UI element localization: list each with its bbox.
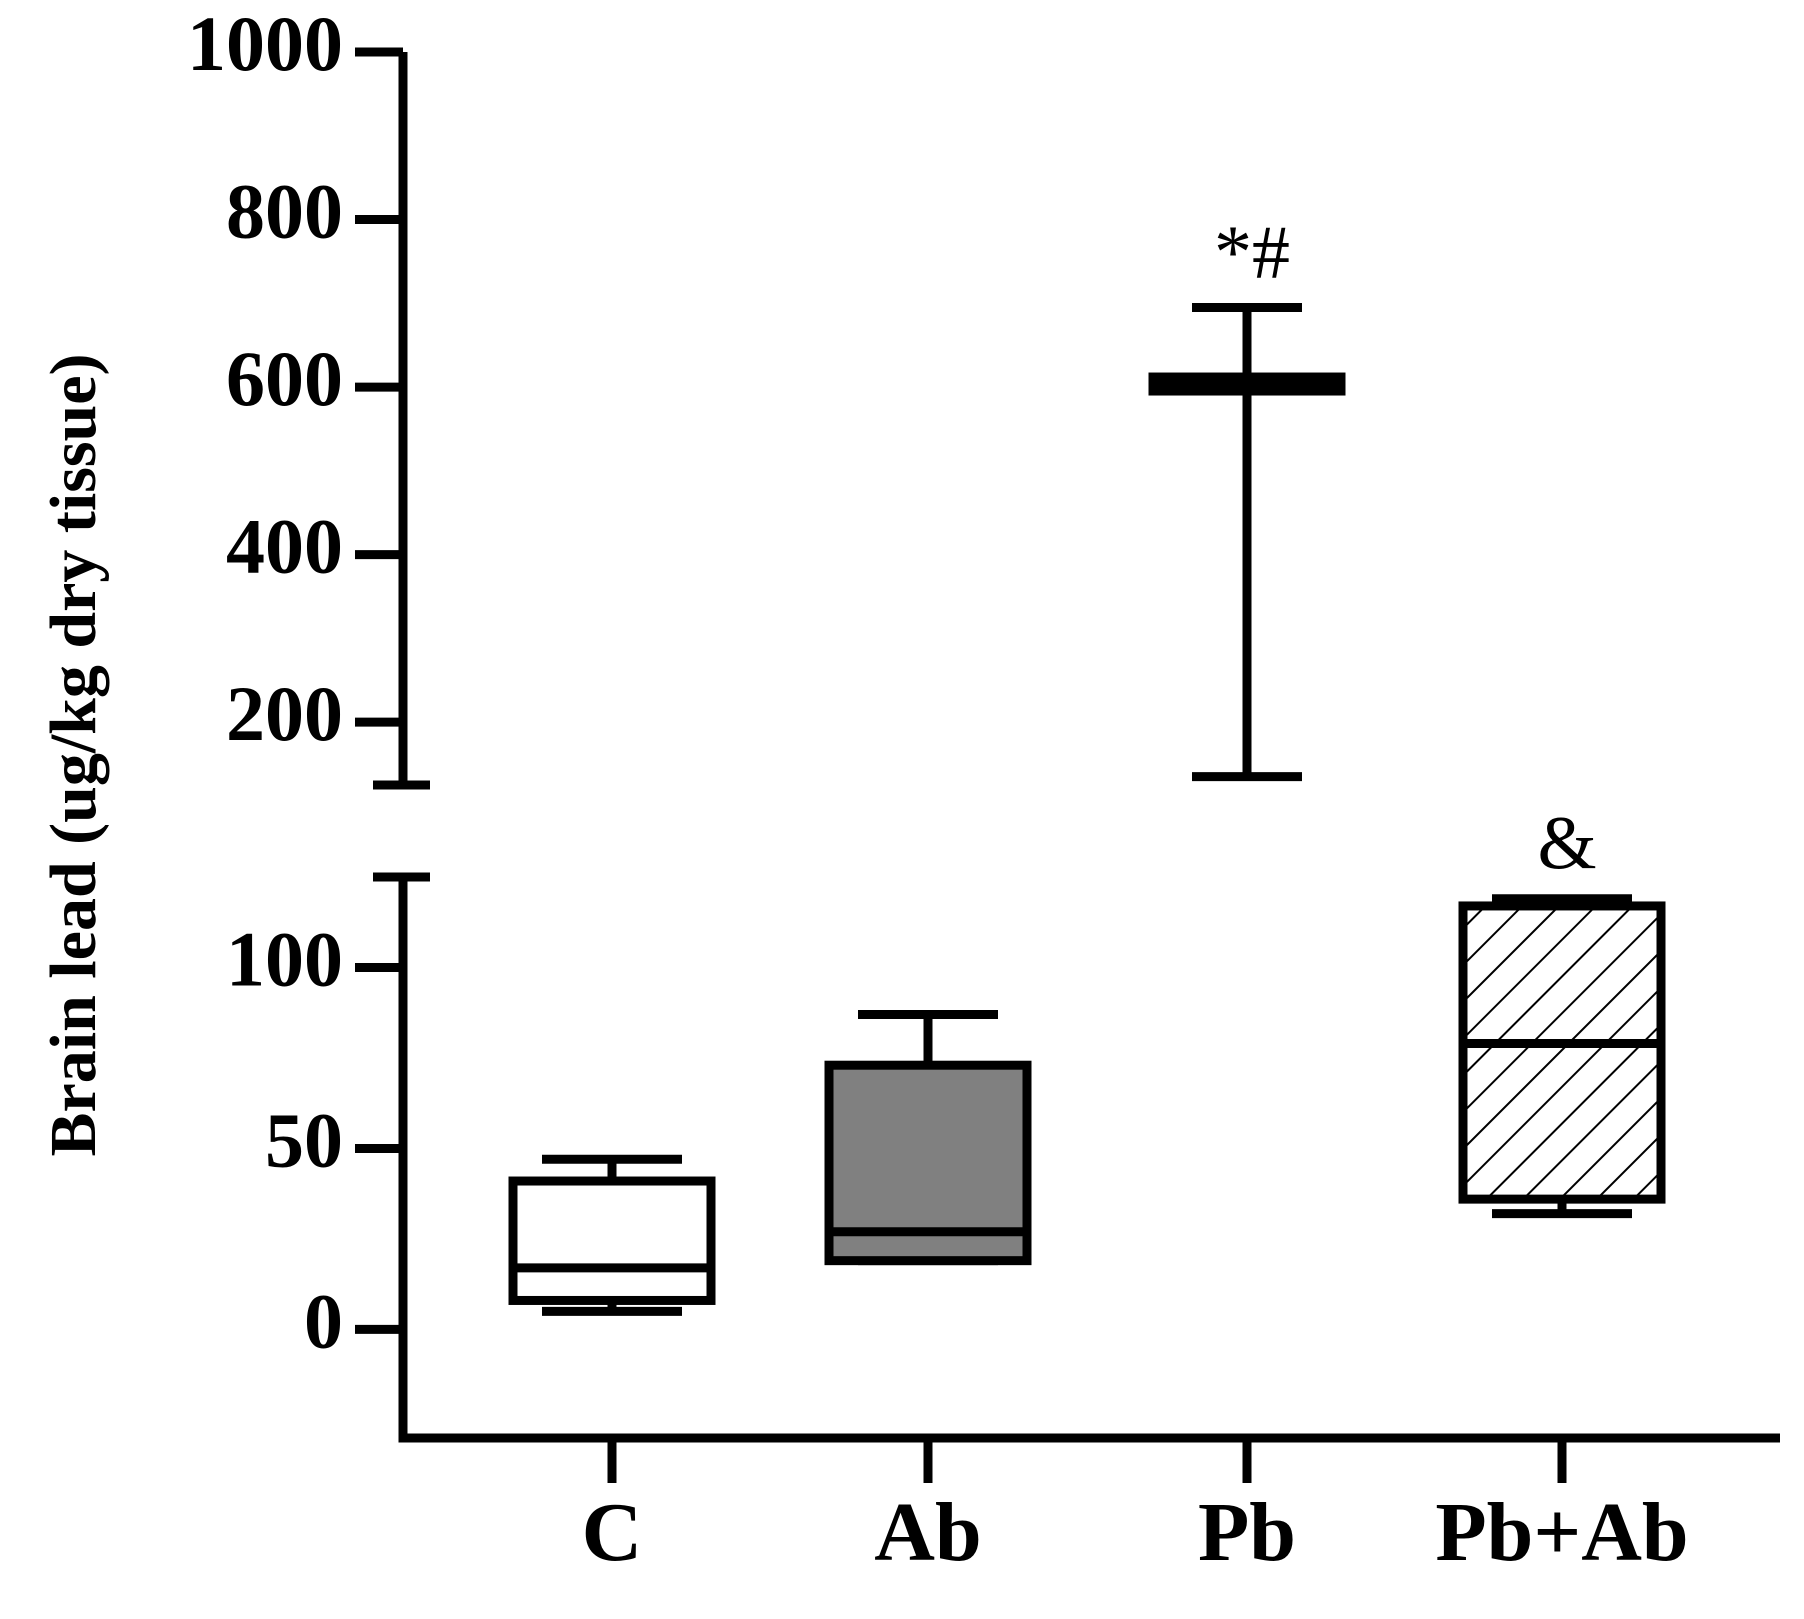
x-category-label: Ab	[874, 1486, 981, 1579]
y-tick-label: 800	[226, 167, 343, 254]
x-category-label: Pb+Ab	[1435, 1486, 1688, 1579]
box-ab	[824, 1010, 1032, 1266]
x-category-label: Pb	[1198, 1486, 1296, 1579]
y-tick-label: 0	[304, 1277, 343, 1364]
significance-annotation: &	[1537, 802, 1596, 886]
y-tick-label: 50	[265, 1096, 343, 1183]
box-iqr	[1148, 372, 1346, 396]
y-tick-label: 100	[226, 915, 343, 1002]
box-iqr	[1458, 901, 1666, 1204]
y-axis-label: Brain lead (ug/kg dry tissue)	[37, 353, 110, 1156]
y-tick-label: 400	[226, 503, 343, 590]
y-tick-label: 600	[226, 335, 343, 422]
box-pb	[1148, 303, 1346, 782]
y-tick-label: 1000	[187, 0, 343, 87]
significance-annotation: *#	[1214, 211, 1290, 295]
labels: *# &	[1214, 211, 1597, 886]
x-category-label: C	[582, 1486, 643, 1579]
box-series	[508, 303, 1666, 1316]
y-tick-label: 200	[226, 670, 343, 757]
box-iqr	[508, 1176, 716, 1305]
x-axis-ticks: C Ab Pb Pb+Ab	[582, 1438, 1689, 1579]
y-axis-ticks: 0 50 100 200 400 600 800 1000	[187, 0, 403, 1364]
box-c	[508, 1154, 716, 1316]
box-pb-ab	[1458, 894, 1666, 1219]
